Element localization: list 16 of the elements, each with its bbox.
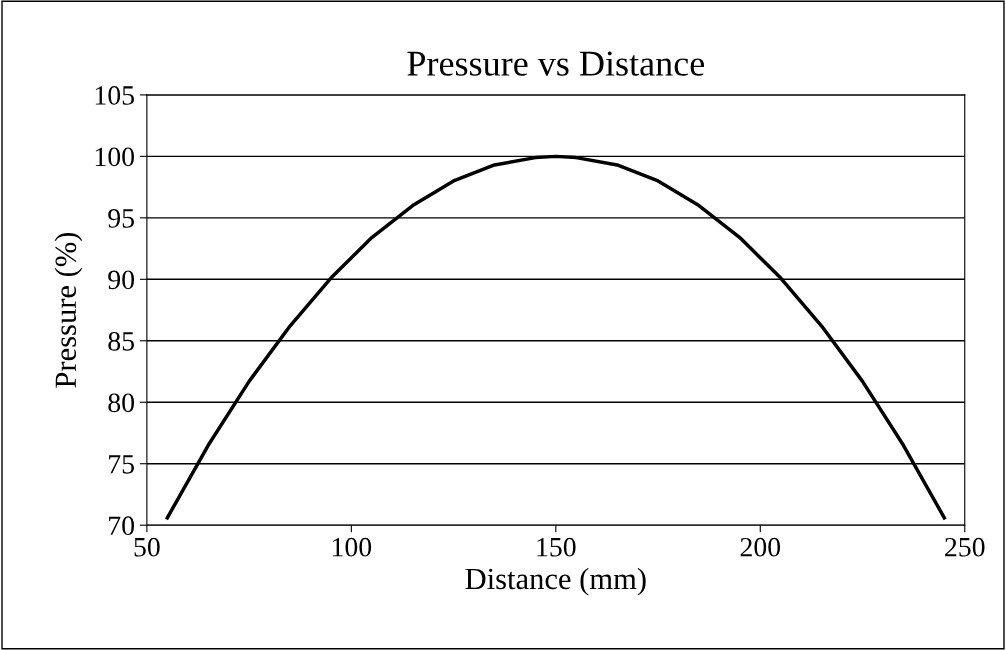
y-tick-label: 70 [109,516,135,536]
y-tick-label: 80 [108,393,135,413]
y-axis-title: Pressure (%) [54,232,83,388]
y-tick-label: 105 [95,86,134,105]
y-tick-label: 90 [108,270,135,290]
x-tick-label: 150 [537,537,576,557]
x-axis-title: Distance (mm) [465,567,646,596]
y-tick-label: 100 [95,147,135,167]
x-tick-label: 50 [134,537,160,557]
y-tick-label: 95 [108,209,134,228]
x-tick-label: 200 [740,537,781,557]
chart-title: Pressure vs Distance [407,51,704,76]
x-tick-label: 100 [332,537,372,557]
y-tick-label: 85 [108,331,134,351]
y-tick-label: 75 [109,455,134,474]
x-tick-label: 250 [945,537,985,557]
